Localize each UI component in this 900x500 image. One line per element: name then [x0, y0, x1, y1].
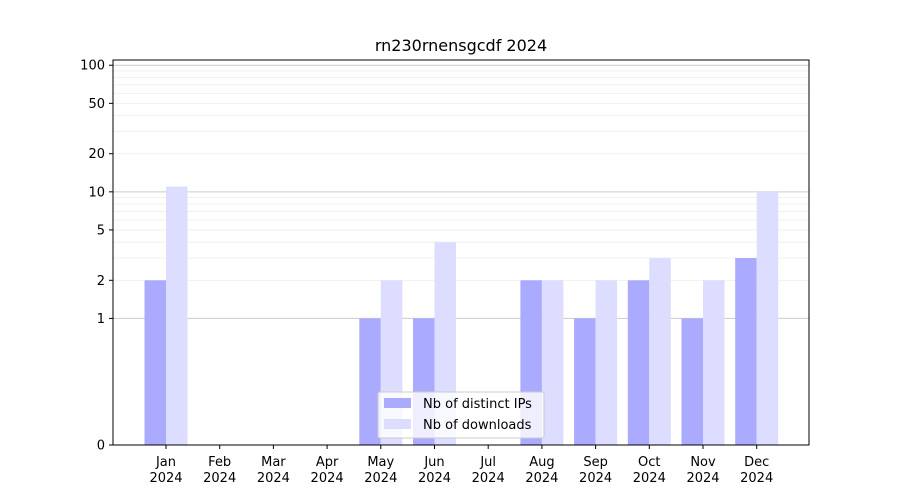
- bar-downloads: [649, 258, 671, 445]
- x-tick-label-year: 2024: [633, 471, 666, 486]
- y-tick-label: 1: [97, 312, 105, 327]
- bar-distinct-ips: [681, 318, 703, 445]
- legend-swatch-downloads: [384, 419, 411, 429]
- bar-distinct-ips: [627, 280, 650, 445]
- bar-distinct-ips: [574, 318, 596, 445]
- y-tick-label: 50: [88, 97, 105, 112]
- x-tick-label-year: 2024: [579, 471, 612, 486]
- x-axis: Jan2024Feb2024Mar2024Apr2024May2024Jun20…: [149, 445, 773, 486]
- x-tick-label-year: 2024: [525, 471, 558, 486]
- bar-downloads: [703, 280, 725, 445]
- y-tick-label: 2: [97, 274, 105, 289]
- x-tick-label-month: Oct: [638, 455, 660, 470]
- bar-downloads: [541, 280, 564, 445]
- x-tick-label-month: Jan: [155, 455, 176, 470]
- x-tick-label-month: Jul: [479, 455, 496, 470]
- x-tick-label-month: Nov: [690, 455, 716, 470]
- x-tick-label-year: 2024: [740, 471, 773, 486]
- y-tick-label: 0: [97, 439, 105, 454]
- x-tick-label-year: 2024: [364, 471, 397, 486]
- legend-swatch-ips: [384, 398, 411, 408]
- x-tick-label-month: Jun: [423, 455, 444, 470]
- legend-frame: [377, 391, 545, 439]
- bar-distinct-ips: [144, 280, 166, 445]
- x-tick-label-year: 2024: [472, 471, 505, 486]
- legend-label-downloads: Nb of downloads: [423, 418, 532, 433]
- bar-distinct-ips: [359, 318, 381, 445]
- bar-downloads: [756, 191, 779, 445]
- grid: [113, 64, 809, 319]
- y-tick-label: 5: [97, 223, 105, 238]
- x-tick-label-month: Apr: [316, 455, 339, 470]
- x-tick-label-year: 2024: [311, 471, 344, 486]
- x-tick-label-month: May: [367, 455, 394, 470]
- x-tick-label-year: 2024: [257, 471, 290, 486]
- x-tick-label-month: Mar: [261, 455, 286, 470]
- x-tick-label-month: Dec: [744, 455, 769, 470]
- x-tick-label-year: 2024: [686, 471, 719, 486]
- x-tick-label-year: 2024: [149, 471, 182, 486]
- y-axis: 0 1 2 5 10 20 50 100: [80, 59, 113, 454]
- x-tick-label-year: 2024: [203, 471, 236, 486]
- y-tick-label: 10: [88, 185, 105, 200]
- x-tick-label-month: Aug: [529, 455, 554, 470]
- x-tick-label-year: 2024: [418, 471, 451, 486]
- x-tick-label-month: Feb: [208, 455, 231, 470]
- legend-label-ips: Nb of distinct IPs: [423, 397, 532, 412]
- plot-frame: [112, 59, 810, 446]
- bar-distinct-ips: [735, 258, 757, 445]
- chart-title: rn230rnensgcdf 2024: [375, 36, 547, 55]
- bar-downloads: [166, 186, 188, 446]
- y-tick-label: 20: [88, 147, 105, 162]
- y-tick-label: 100: [80, 59, 105, 74]
- bar-downloads: [595, 280, 618, 445]
- x-tick-label-month: Sep: [583, 455, 608, 470]
- legend: Nb of distinct IPs Nb of downloads: [377, 391, 545, 439]
